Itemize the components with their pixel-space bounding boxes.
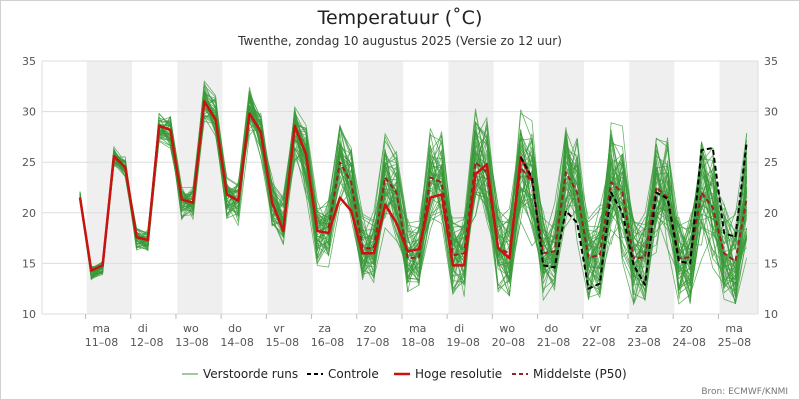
y-tick-label-left: 35 [22,55,36,68]
ensemble-run [79,94,748,273]
x-tick-date: 22–08 [582,336,616,349]
x-tick-day: di [138,322,148,335]
x-tick-date: 17–08 [356,336,390,349]
x-tick-date: 21–08 [537,336,571,349]
x-tick-day: za [319,322,332,335]
legend-label-median: Middelste (P50) [533,367,627,381]
x-tick-date: 19–08 [446,336,480,349]
x-tick-date: 11–08 [85,336,119,349]
x-tick-date: 20–08 [492,336,526,349]
ensemble-run [79,97,748,285]
y-tick-label-left: 25 [22,156,36,169]
y-tick-label-left: 10 [22,308,36,321]
x-tick-date: 25–08 [718,336,752,349]
y-tick-label-left: 30 [22,106,36,119]
ensemble-run [79,93,748,298]
x-tick-date: 15–08 [266,336,300,349]
x-tick-day: ma [409,322,426,335]
legend-label-control: Controle [328,367,379,381]
x-tick-date: 16–08 [311,336,345,349]
x-tick-day: do [545,322,559,335]
x-tick-day: vr [590,322,602,335]
series-line-controle [519,141,748,290]
chart-subtitle: Twenthe, zondag 10 augustus 2025 (Versie… [237,34,562,48]
y-axis-left: 10 15 20 25 30 35 [22,55,36,321]
y-tick-label-right: 20 [764,207,778,220]
x-tick-day: wo [183,322,199,335]
main-series [78,100,748,290]
x-tick-day: vr [273,322,285,335]
x-tick-date: 24–08 [672,336,706,349]
ensemble-run [79,92,748,298]
y-axis-right: 10 15 20 25 30 35 [764,55,778,321]
x-tick-day: di [454,322,464,335]
x-tick-date: 23–08 [627,336,661,349]
chart-title: Temperatuur (˚C) [317,7,483,29]
x-tick-day: zo [364,322,377,335]
legend-label-ensemble: Verstoorde runs [203,367,298,381]
y-tick-label-left: 15 [22,257,36,270]
x-tick-day: za [635,322,648,335]
x-tick-date: 14–08 [220,336,254,349]
x-axis: ma11–08di12–08wo13–08do14–08vr15–08za16–… [85,314,751,349]
y-tick-label-right: 35 [764,55,778,68]
legend-label-hires: Hoge resolutie [415,367,502,381]
x-tick-date: 13–08 [175,336,209,349]
ensemble-runs [79,80,748,306]
ensemble-run [79,95,748,286]
x-tick-day: ma [725,322,742,335]
x-tick-day: wo [499,322,515,335]
y-tick-label-right: 30 [764,106,778,119]
legend: Verstoorde runs Controle Hoge resolutie … [182,367,627,381]
x-tick-day: zo [680,322,693,335]
ensemble-run [79,97,748,284]
x-tick-day: do [228,322,242,335]
y-tick-label-right: 25 [764,156,778,169]
y-tick-label-right: 10 [764,308,778,321]
source-credit: Bron: ECMWF/KNMI [701,387,788,397]
series-line-hoge-resolutie [78,100,534,272]
x-tick-day: ma [93,322,110,335]
y-tick-label-left: 20 [22,207,36,220]
x-tick-date: 18–08 [401,336,435,349]
x-tick-date: 12–08 [130,336,164,349]
y-tick-label-right: 15 [764,257,778,270]
